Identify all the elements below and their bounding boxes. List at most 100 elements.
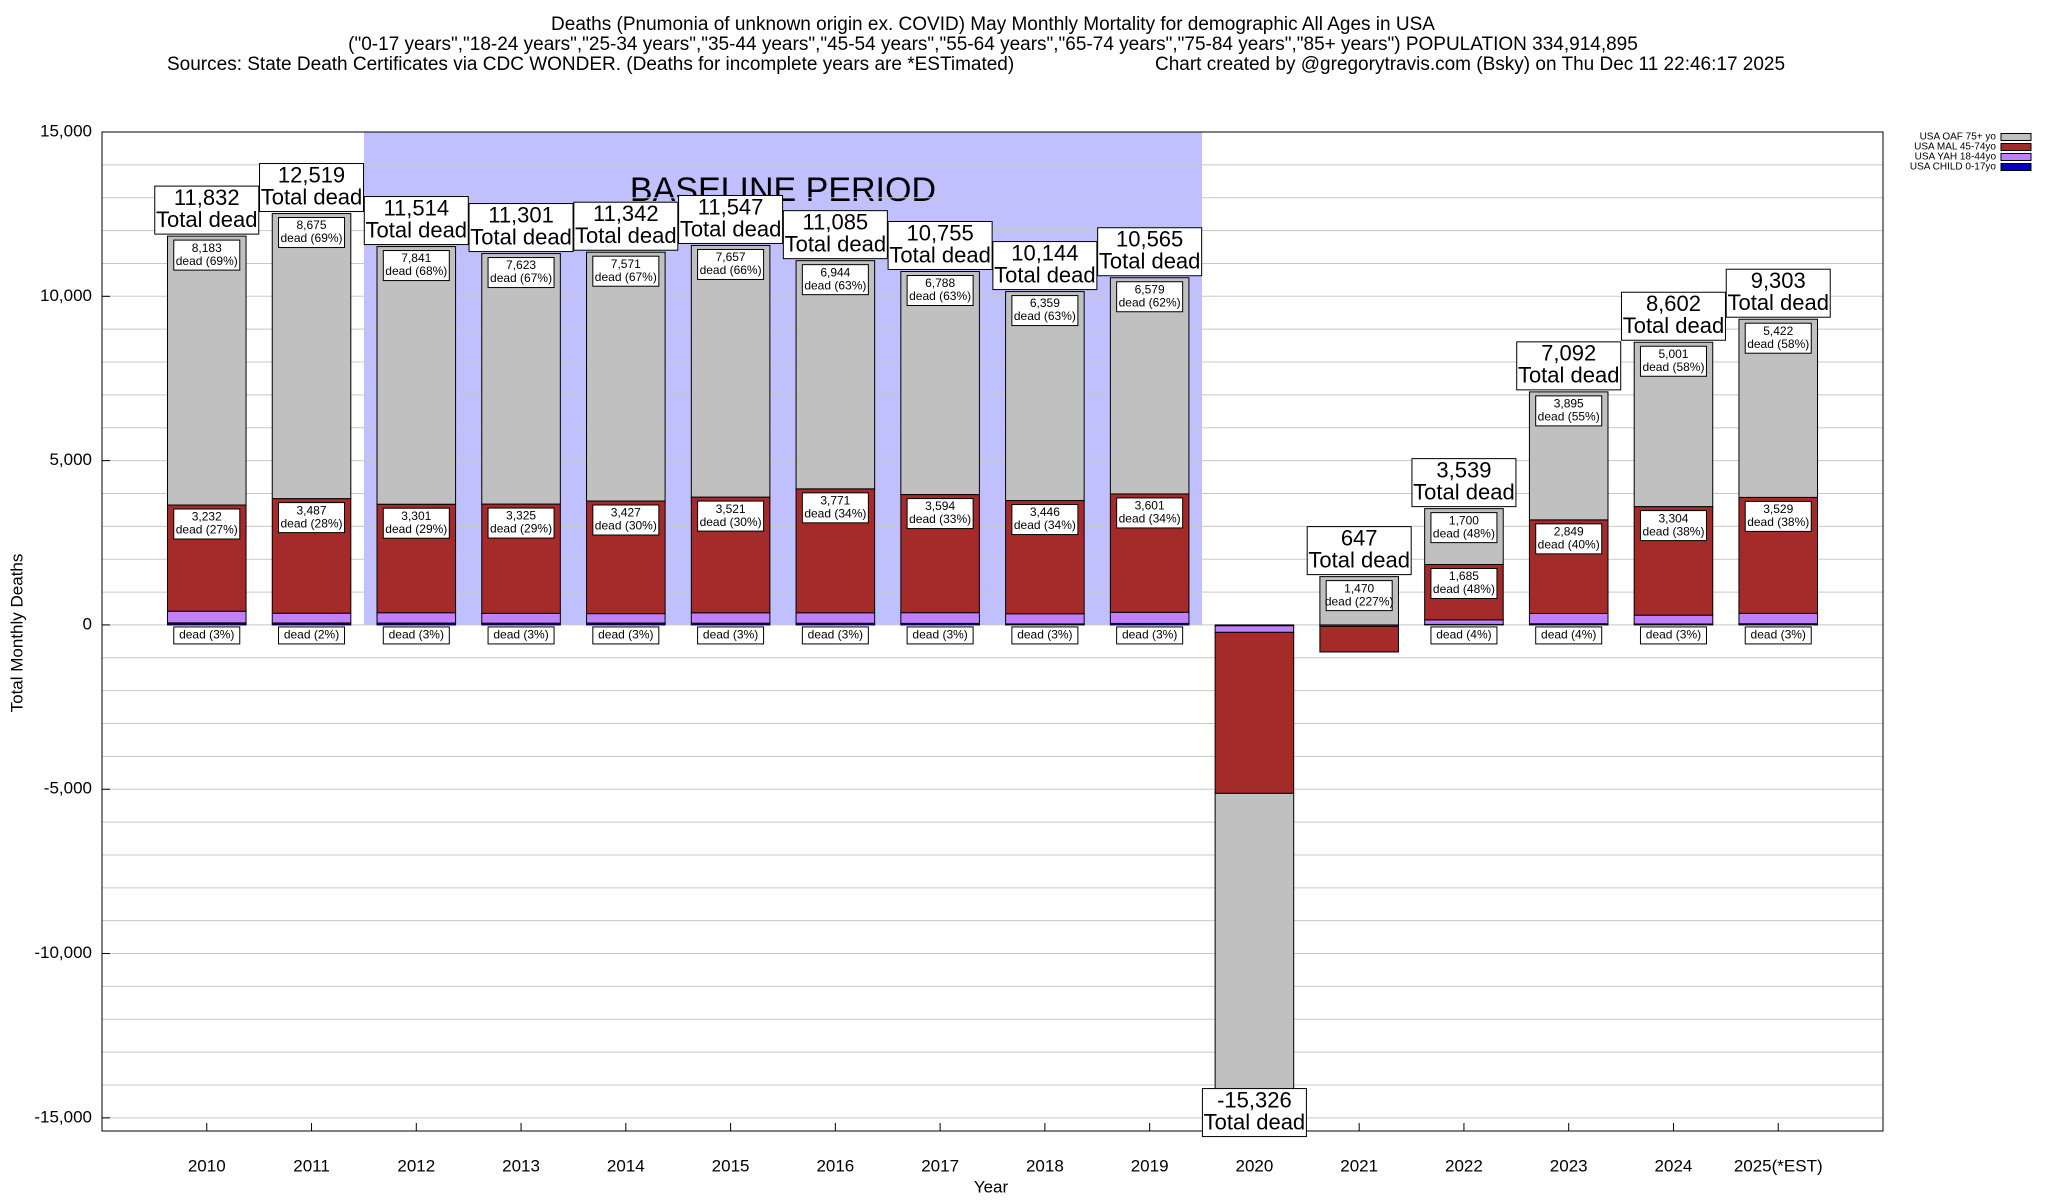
total-label: Total dead [575,223,677,248]
x-tick-label: 2012 [397,1156,435,1175]
segment-label-box [801,264,869,296]
segment-label: dead (3%) [703,628,758,642]
total-label: 10,755 [906,220,973,245]
y-tick-label: -15,000 [34,1107,92,1126]
segment-label: dead (34%) [1119,512,1181,526]
legend-label: USA MAL 45-74yo [1914,142,1996,153]
segment-label: dead (3%) [1017,628,1072,642]
segment-label: dead (29%) [385,522,447,536]
y-tick-label: -10,000 [34,943,92,962]
segment-label: 2,849 [1554,525,1584,539]
y-tick-label: 5,000 [49,450,92,469]
segment-label: dead (3%) [598,628,653,642]
segment-label: 3,771 [820,494,850,508]
segment-label: 7,623 [506,258,536,272]
segment-label-box [1535,395,1603,427]
segment-label: dead (28%) [281,516,343,530]
total-label: Total dead [156,207,258,232]
segment-label: 6,788 [925,276,955,290]
segment-label-box [1011,626,1079,645]
total-label: 11,301 [488,202,554,227]
segment-label: dead (48%) [1433,526,1495,540]
total-label-box [154,185,260,235]
segment-label: dead (3%) [389,628,444,642]
segment-label: dead (34%) [804,507,866,521]
bar-segment [1109,277,1190,495]
segment-label: dead (38%) [1642,524,1704,538]
x-tick-label: 2025(*EST) [1734,1156,1823,1175]
total-label-box [1620,291,1726,341]
legend-label: USA OAF 75+ yo [1920,132,1997,143]
chart-title: Deaths (Pnumonia of unknown origin ex. C… [551,14,1435,35]
segment-label-box [382,626,450,645]
total-label: 8,602 [1646,291,1701,316]
total-label: 11,514 [383,195,449,220]
bar-segment [1738,612,1819,625]
segment-label: dead (3%) [912,628,967,642]
bar-segment [1214,625,1295,633]
x-tick-label: 2014 [607,1156,645,1175]
segment-label: dead (2%) [284,628,339,642]
segment-label-box [1535,626,1603,645]
bar-segment [795,260,876,490]
segment-label-box [697,500,765,532]
legend-label: USA YAH 18-44yo [1915,152,1997,163]
total-label-box [363,196,469,246]
segment-label-box [906,498,974,530]
x-tick-label: 2018 [1026,1156,1064,1175]
segment-label: 6,944 [820,265,850,279]
bar-segment [1005,613,1085,625]
segment-label-box [697,626,765,645]
segment-label-box [1116,626,1184,645]
bar-segment [376,612,457,624]
total-label: Total dead [1623,313,1725,338]
segment-label: 7,841 [401,251,431,265]
total-label: Total dead [1204,1109,1306,1134]
bar-segment [481,612,561,624]
segment-label: dead (3%) [1646,628,1701,642]
segment-label-box [801,492,869,524]
segment-label-box [278,626,346,645]
segment-label: 3,304 [1658,511,1688,525]
segment-label: dead (67%) [490,271,552,285]
segment-label: 3,487 [297,503,327,517]
segment-label-box [278,217,346,249]
x-tick-label: 2024 [1655,1156,1693,1175]
chart-credit: Chart created by @gregorytravis.com (Bsk… [1155,54,1785,75]
total-label: 7,092 [1541,341,1596,366]
bar-segment [1005,291,1085,502]
segment-label-box [906,274,974,306]
x-tick-label: 2011 [293,1156,330,1175]
segment-label: dead (48%) [1433,582,1495,596]
legend-swatch [2000,163,2032,171]
total-label-box [887,220,993,270]
segment-label-box [697,248,765,280]
total-label: 10,144 [1011,240,1078,265]
x-tick-label: 2020 [1235,1156,1273,1175]
total-label-box [468,203,574,253]
total-label: Total dead [1518,363,1620,388]
segment-label: 3,601 [1135,499,1165,513]
total-label: Total dead [994,262,1096,287]
x-tick-label: 2010 [188,1156,226,1175]
segment-label-box [1430,567,1498,599]
total-label: 11,547 [698,194,764,219]
segment-label-box [1116,281,1184,313]
segment-label-box [1639,345,1707,377]
total-label-box [992,241,1098,291]
x-tick-label: 2023 [1550,1156,1588,1175]
segment-label-box [592,504,660,536]
total-label: Total dead [470,224,572,249]
bar-segment [795,612,876,624]
total-label: 11,342 [593,201,659,226]
segment-label: 3,594 [925,499,955,513]
total-label: 3,539 [1436,457,1491,482]
segment-label-box [1639,626,1707,645]
total-label: 10,565 [1116,227,1183,252]
segment-label: dead (38%) [1747,515,1809,529]
total-label-box [1725,268,1831,318]
total-label-box [573,201,679,251]
bar-segment [1214,792,1295,1130]
x-tick-label: 2022 [1445,1156,1483,1175]
segment-label: dead (3%) [1751,628,1806,642]
